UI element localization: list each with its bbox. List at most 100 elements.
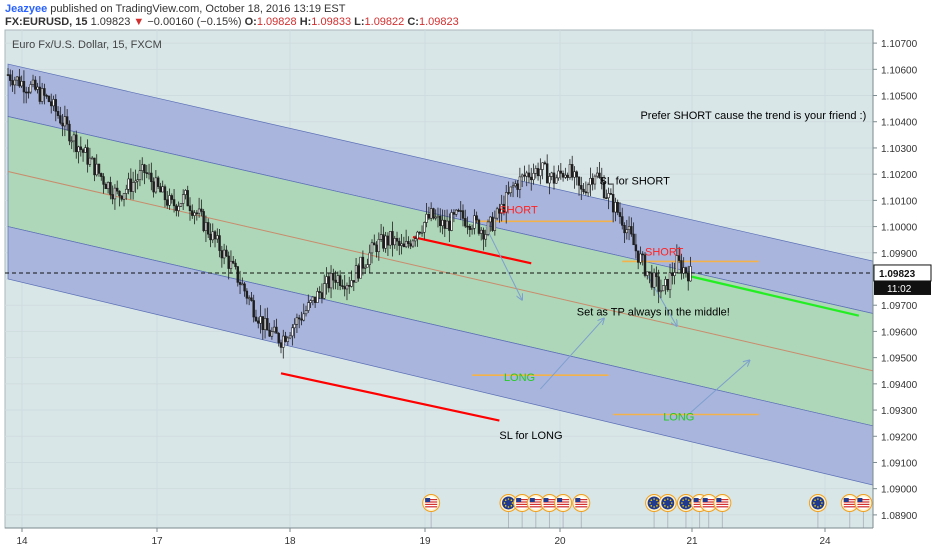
- candle-body: [368, 252, 371, 265]
- low-label: L:: [354, 16, 365, 28]
- y-tick-label: 1.09100: [881, 458, 918, 469]
- candle-body: [525, 172, 528, 177]
- candle-body: [657, 276, 660, 292]
- y-tick-label: 1.10100: [881, 196, 918, 207]
- candle-body: [580, 185, 583, 190]
- candle-body: [625, 229, 629, 234]
- ohlc-line: FX:EURUSD, 15 1.09823 ▼ −0.00160 (−0.15%…: [5, 16, 459, 28]
- candle-body: [75, 134, 78, 153]
- candle-body: [341, 285, 344, 287]
- eu-star: [511, 502, 514, 504]
- eu-star: [687, 505, 690, 507]
- candle-body: [275, 326, 278, 334]
- candle-body: [138, 170, 142, 180]
- candle-body: [627, 226, 631, 230]
- candle-body: [111, 194, 114, 200]
- candle-body: [382, 234, 385, 249]
- candle-body: [550, 172, 553, 177]
- candle-body: [418, 231, 421, 234]
- candle-body: [386, 235, 390, 246]
- candle-body: [450, 212, 453, 231]
- candle-body: [109, 182, 112, 195]
- candle-body: [348, 285, 351, 287]
- candle-body: [38, 86, 42, 102]
- candle-body: [354, 265, 358, 283]
- candle-body: [282, 335, 285, 348]
- candle-body: [263, 318, 267, 330]
- candle-body: [316, 291, 319, 303]
- eu-star: [681, 502, 683, 504]
- us-flag-stripe: [693, 499, 706, 501]
- candle-body: [220, 250, 224, 259]
- candle-body: [532, 173, 535, 181]
- candle-body: [52, 99, 55, 107]
- candle-body: [518, 176, 522, 190]
- candle-body: [20, 81, 23, 87]
- candle-body: [154, 177, 158, 193]
- candle-body: [661, 285, 665, 292]
- open-label: O:: [244, 16, 257, 28]
- candle-body: [477, 219, 481, 234]
- candle-body: [454, 209, 458, 215]
- eu-star: [507, 506, 510, 508]
- us-flag-stripe: [425, 503, 438, 505]
- y-tick-label: 1.10400: [881, 118, 918, 129]
- eu-star: [653, 506, 655, 508]
- candle-body: [63, 116, 67, 127]
- candle-body: [143, 164, 146, 173]
- x-tick-label: 19: [419, 536, 431, 547]
- eu-star: [814, 499, 816, 501]
- candle-body: [680, 260, 683, 274]
- candle-body: [145, 172, 148, 174]
- candle-body: [543, 162, 547, 165]
- us-flag-stripe: [557, 503, 570, 505]
- us-flag-stripe: [857, 506, 870, 508]
- us-flag-stripe: [843, 503, 856, 505]
- candle-body: [495, 208, 499, 219]
- eu-star: [664, 505, 666, 507]
- candle-body: [332, 272, 335, 281]
- candle-body: [623, 225, 626, 234]
- candle-body: [163, 186, 167, 201]
- candle-body: [359, 256, 362, 279]
- us-flag-stripe: [425, 506, 438, 508]
- author-name[interactable]: Jeazyee: [5, 3, 48, 15]
- us-flag-canton: [425, 498, 431, 502]
- us-flag-stripe: [575, 506, 588, 508]
- candle-body: [86, 147, 89, 165]
- candle-body: [118, 190, 121, 197]
- eu-star: [510, 505, 513, 507]
- candle-body: [170, 195, 173, 200]
- channel-lower-band: [7, 226, 932, 500]
- candle-body: [336, 275, 340, 283]
- candle-body: [659, 290, 663, 293]
- candle-body: [673, 272, 676, 276]
- symbol-label: FX:EURUSD, 15: [5, 16, 88, 28]
- candle-body: [159, 186, 162, 193]
- eu-star: [507, 498, 510, 500]
- candle-body: [50, 101, 53, 107]
- y-tick-label: 1.09000: [881, 485, 918, 496]
- y-tick-label: 1.09600: [881, 327, 918, 338]
- candle-body: [11, 80, 14, 86]
- eu-star: [819, 499, 822, 501]
- candle-body: [427, 213, 431, 219]
- candle-body: [384, 235, 387, 249]
- us-flag-stripe: [425, 501, 438, 503]
- candle-body: [536, 168, 540, 177]
- annotation: LONG: [663, 412, 694, 424]
- candle-body: [423, 222, 426, 233]
- candle-body: [639, 253, 642, 263]
- down-arrow-icon: ▼: [133, 16, 145, 28]
- annotation: LONG: [504, 372, 535, 384]
- candle-body: [573, 171, 576, 178]
- us-flag-stripe: [716, 501, 729, 503]
- candle-body: [402, 243, 406, 248]
- candle-body: [432, 208, 435, 219]
- candle-body: [90, 157, 94, 160]
- us-flag-stripe: [543, 501, 556, 503]
- annotation: SL for LONG: [499, 430, 562, 442]
- candle-body: [677, 255, 681, 261]
- candle-body: [161, 186, 164, 193]
